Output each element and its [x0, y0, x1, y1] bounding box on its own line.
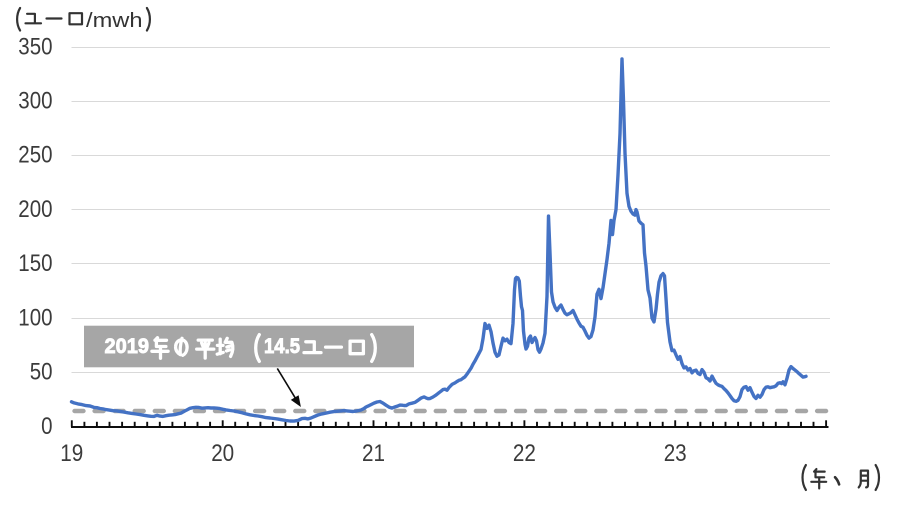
svg-text:22: 22	[513, 440, 536, 467]
svg-text:21: 21	[362, 440, 385, 467]
svg-text:350: 350	[18, 33, 52, 60]
svg-text:/mwh: /mwh	[86, 9, 143, 32]
svg-text:250: 250	[18, 142, 52, 169]
svg-text:0: 0	[41, 413, 52, 440]
svg-text:2019: 2019	[105, 334, 150, 358]
svg-text:14.5: 14.5	[264, 334, 300, 358]
svg-text:20: 20	[211, 440, 234, 467]
svg-text:200: 200	[18, 196, 52, 223]
svg-text:150: 150	[18, 250, 52, 277]
svg-text:23: 23	[664, 440, 687, 467]
svg-text:300: 300	[18, 88, 52, 115]
svg-text:50: 50	[30, 359, 53, 386]
svg-text:100: 100	[18, 304, 52, 331]
svg-text:19: 19	[60, 440, 83, 467]
